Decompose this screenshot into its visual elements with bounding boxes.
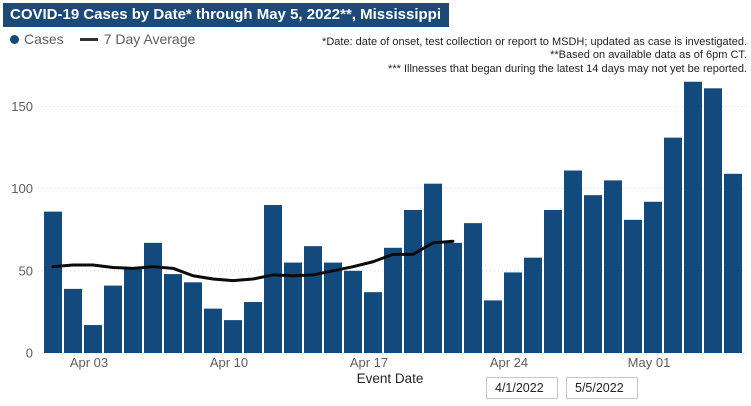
- bar-apr-12[interactable]: [264, 205, 282, 353]
- average-series-line-icon: [79, 37, 98, 41]
- bar-apr-13[interactable]: [284, 262, 302, 353]
- bar-apr-1[interactable]: [44, 211, 62, 353]
- bar-apr-27[interactable]: [564, 170, 582, 353]
- bar-apr-23[interactable]: [484, 300, 502, 353]
- bar-apr-21[interactable]: [444, 242, 462, 353]
- bar-may-2[interactable]: [664, 137, 682, 353]
- bar-apr-25[interactable]: [524, 257, 542, 353]
- footnote-date-definition: *Date: date of onset, test collection or…: [322, 36, 747, 48]
- bar-apr-19[interactable]: [404, 209, 422, 353]
- x-axis-title: Event Date: [356, 371, 424, 386]
- footnotes: *Date: date of onset, test collection or…: [322, 36, 747, 76]
- y-axis-tick-150: 150: [11, 99, 33, 114]
- legend-average-label: 7 Day Average: [103, 31, 196, 47]
- y-axis-tick-100: 100: [11, 181, 33, 196]
- bar-apr-3[interactable]: [84, 325, 102, 353]
- bar-may-5[interactable]: [724, 173, 742, 353]
- bar-apr-24[interactable]: [504, 272, 522, 353]
- bar-apr-30[interactable]: [624, 219, 642, 353]
- legend: Cases 7 Day Average: [10, 31, 211, 47]
- bar-apr-4[interactable]: [104, 285, 122, 353]
- bar-apr-9[interactable]: [204, 308, 222, 353]
- bar-apr-6[interactable]: [144, 242, 162, 353]
- bar-apr-17[interactable]: [364, 292, 382, 353]
- cases-series-dot-icon: [10, 34, 19, 44]
- y-axis-tick-50: 50: [19, 263, 33, 278]
- bar-apr-16[interactable]: [344, 270, 362, 353]
- report-title: COVID-19 Cases by Date* through May 5, 2…: [3, 3, 449, 27]
- bar-apr-20[interactable]: [424, 183, 442, 353]
- x-axis-tick-apr-03: Apr 03: [70, 355, 108, 370]
- bar-may-4[interactable]: [704, 88, 722, 353]
- bar-apr-10[interactable]: [224, 320, 242, 353]
- bar-apr-7[interactable]: [164, 274, 182, 353]
- end-date-input[interactable]: [566, 377, 638, 399]
- bar-apr-28[interactable]: [584, 195, 602, 353]
- bar-apr-26[interactable]: [544, 209, 562, 353]
- bar-apr-2[interactable]: [64, 288, 82, 353]
- legend-item-7-day-average[interactable]: 7 Day Average: [79, 31, 196, 47]
- start-date-input[interactable]: [486, 377, 558, 399]
- x-axis-tick-apr-24: Apr 24: [490, 355, 528, 370]
- seven-day-average-line: [51, 239, 455, 283]
- x-axis-tick-may-01: May 01: [628, 355, 671, 370]
- bar-apr-8[interactable]: [184, 282, 202, 353]
- legend-cases-label: Cases: [24, 31, 64, 47]
- bar-apr-14[interactable]: [304, 246, 322, 353]
- bar-apr-5[interactable]: [124, 267, 142, 353]
- bar-may-1[interactable]: [644, 201, 662, 353]
- x-axis-tick-apr-17: Apr 17: [350, 355, 388, 370]
- bar-apr-15[interactable]: [324, 262, 342, 353]
- footnote-latest-14-days: *** Illnesses that began during the late…: [388, 62, 747, 75]
- x-axis-tick-apr-10: Apr 10: [210, 355, 248, 370]
- legend-item-cases[interactable]: Cases: [10, 31, 64, 47]
- footnote-data-as-of: **Based on available data as of 6pm CT.: [550, 49, 747, 62]
- bar-may-3[interactable]: [684, 81, 702, 354]
- bar-apr-11[interactable]: [244, 302, 262, 353]
- y-axis-tick-0: 0: [26, 346, 33, 361]
- bar-apr-18[interactable]: [384, 247, 402, 353]
- bar-apr-22[interactable]: [464, 223, 482, 353]
- bar-apr-29[interactable]: [604, 180, 622, 353]
